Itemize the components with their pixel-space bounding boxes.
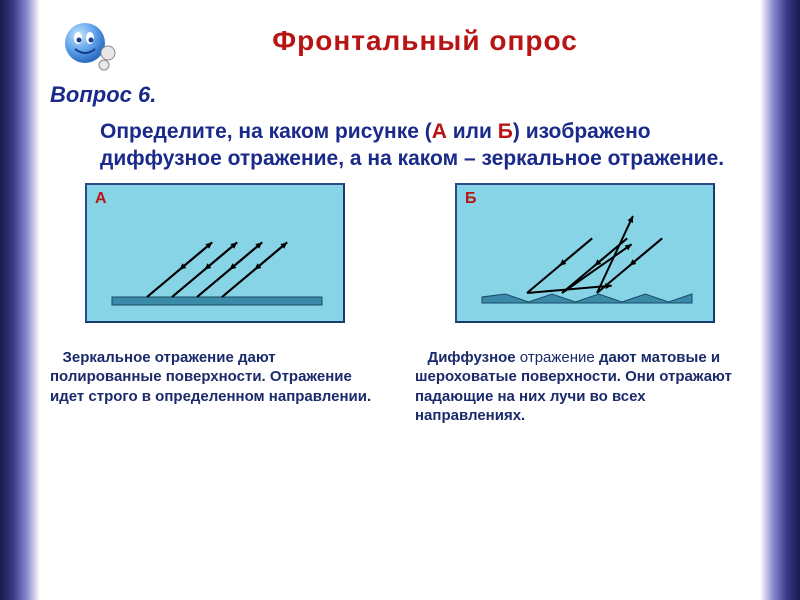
diagrams-row: А Б — [50, 183, 750, 323]
diagram-b-svg — [457, 185, 717, 325]
question-number: Вопрос 6. — [50, 82, 750, 108]
slide-title: Фронтальный опрос — [50, 25, 750, 57]
smiley-icon — [60, 15, 120, 75]
description-a: Зеркальное отражение дают полированные п… — [50, 348, 385, 426]
desc-b-lead: Диффузное — [428, 349, 516, 366]
diagram-b-label: Б — [465, 190, 477, 208]
desc-a-lead: Зеркальное отражение — [63, 349, 234, 366]
q-b: Б — [498, 120, 513, 143]
question-text: Определите, на каком рисунке (А или Б) и… — [100, 118, 750, 173]
descriptions-row: Зеркальное отражение дают полированные п… — [50, 348, 750, 426]
q-mid: или — [447, 120, 498, 143]
diagram-a-label: А — [95, 190, 107, 208]
diagram-a-svg — [87, 185, 347, 325]
left-gradient — [0, 0, 40, 600]
q-a: А — [432, 120, 447, 143]
diagram-a: А — [85, 183, 345, 323]
diagram-b: Б — [455, 183, 715, 323]
slide-content: Фронтальный опрос Вопрос 6. Определите, … — [50, 10, 750, 590]
description-b: Диффузное отражение дают матовые и шерох… — [415, 348, 750, 426]
q-part1: Определите, на каком рисунке ( — [100, 120, 432, 143]
desc-b-mid: отражение — [516, 349, 599, 366]
right-gradient — [760, 0, 800, 600]
